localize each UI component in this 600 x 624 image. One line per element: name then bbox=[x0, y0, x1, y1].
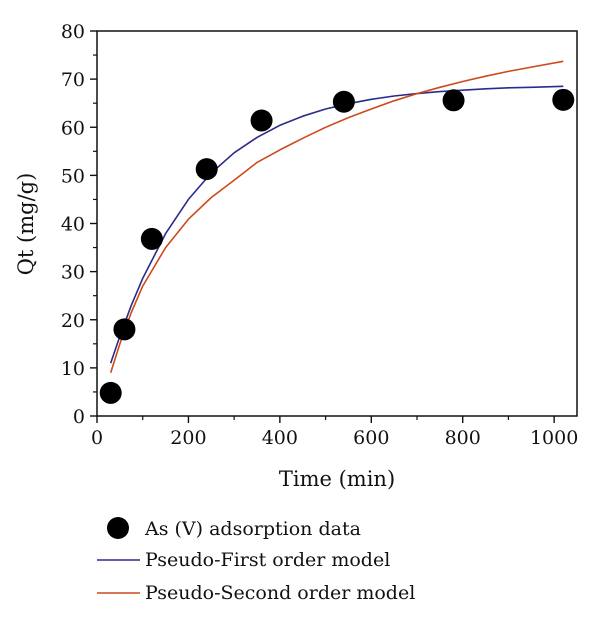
y-tick-label: 40 bbox=[61, 214, 85, 236]
x-tick-label: 400 bbox=[262, 427, 298, 449]
legend-label-first-order: Pseudo-First order model bbox=[145, 549, 390, 571]
x-axis-title: Time (min) bbox=[279, 467, 395, 491]
data-point bbox=[332, 90, 355, 113]
data-point bbox=[250, 109, 273, 132]
x-tick-label: 1000 bbox=[530, 427, 578, 449]
axis-ticks bbox=[90, 30, 555, 423]
series-lines bbox=[109, 60, 564, 373]
y-tick-label: 60 bbox=[61, 117, 85, 139]
legend-label-second-order: Pseudo-Second order model bbox=[145, 582, 415, 604]
y-tick-label: 70 bbox=[61, 69, 85, 91]
data-point bbox=[99, 381, 122, 404]
data-point bbox=[552, 88, 575, 111]
y-tick-label: 0 bbox=[73, 406, 85, 428]
legend-marker-points bbox=[107, 517, 129, 539]
x-tick-label: 800 bbox=[445, 427, 481, 449]
plot-frame bbox=[96, 30, 578, 417]
data-point bbox=[442, 89, 465, 112]
legend: As (V) adsorption data Pseudo-First orde… bbox=[97, 517, 415, 604]
legend-label-points: As (V) adsorption data bbox=[144, 518, 361, 540]
data-point bbox=[113, 318, 136, 341]
y-tick-label: 10 bbox=[61, 358, 85, 380]
y-tick-label: 80 bbox=[61, 21, 85, 43]
x-tick-label: 200 bbox=[170, 427, 206, 449]
x-tick-label: 600 bbox=[353, 427, 389, 449]
second-order-model-line bbox=[109, 60, 564, 373]
data-point bbox=[140, 227, 163, 250]
y-tick-label: 50 bbox=[61, 165, 85, 187]
y-tick-labels: 0 10 20 30 40 50 60 70 80 bbox=[61, 21, 85, 428]
y-tick-label: 30 bbox=[61, 262, 85, 284]
y-axis-title: Qt (mg/g) bbox=[14, 173, 38, 276]
x-tick-label: 0 bbox=[91, 427, 103, 449]
series-points bbox=[99, 88, 575, 404]
data-point bbox=[195, 158, 218, 181]
first-order-model-line bbox=[109, 85, 564, 364]
x-tick-labels: 0 200 400 600 800 1000 bbox=[91, 427, 578, 449]
y-tick-label: 20 bbox=[61, 310, 85, 332]
